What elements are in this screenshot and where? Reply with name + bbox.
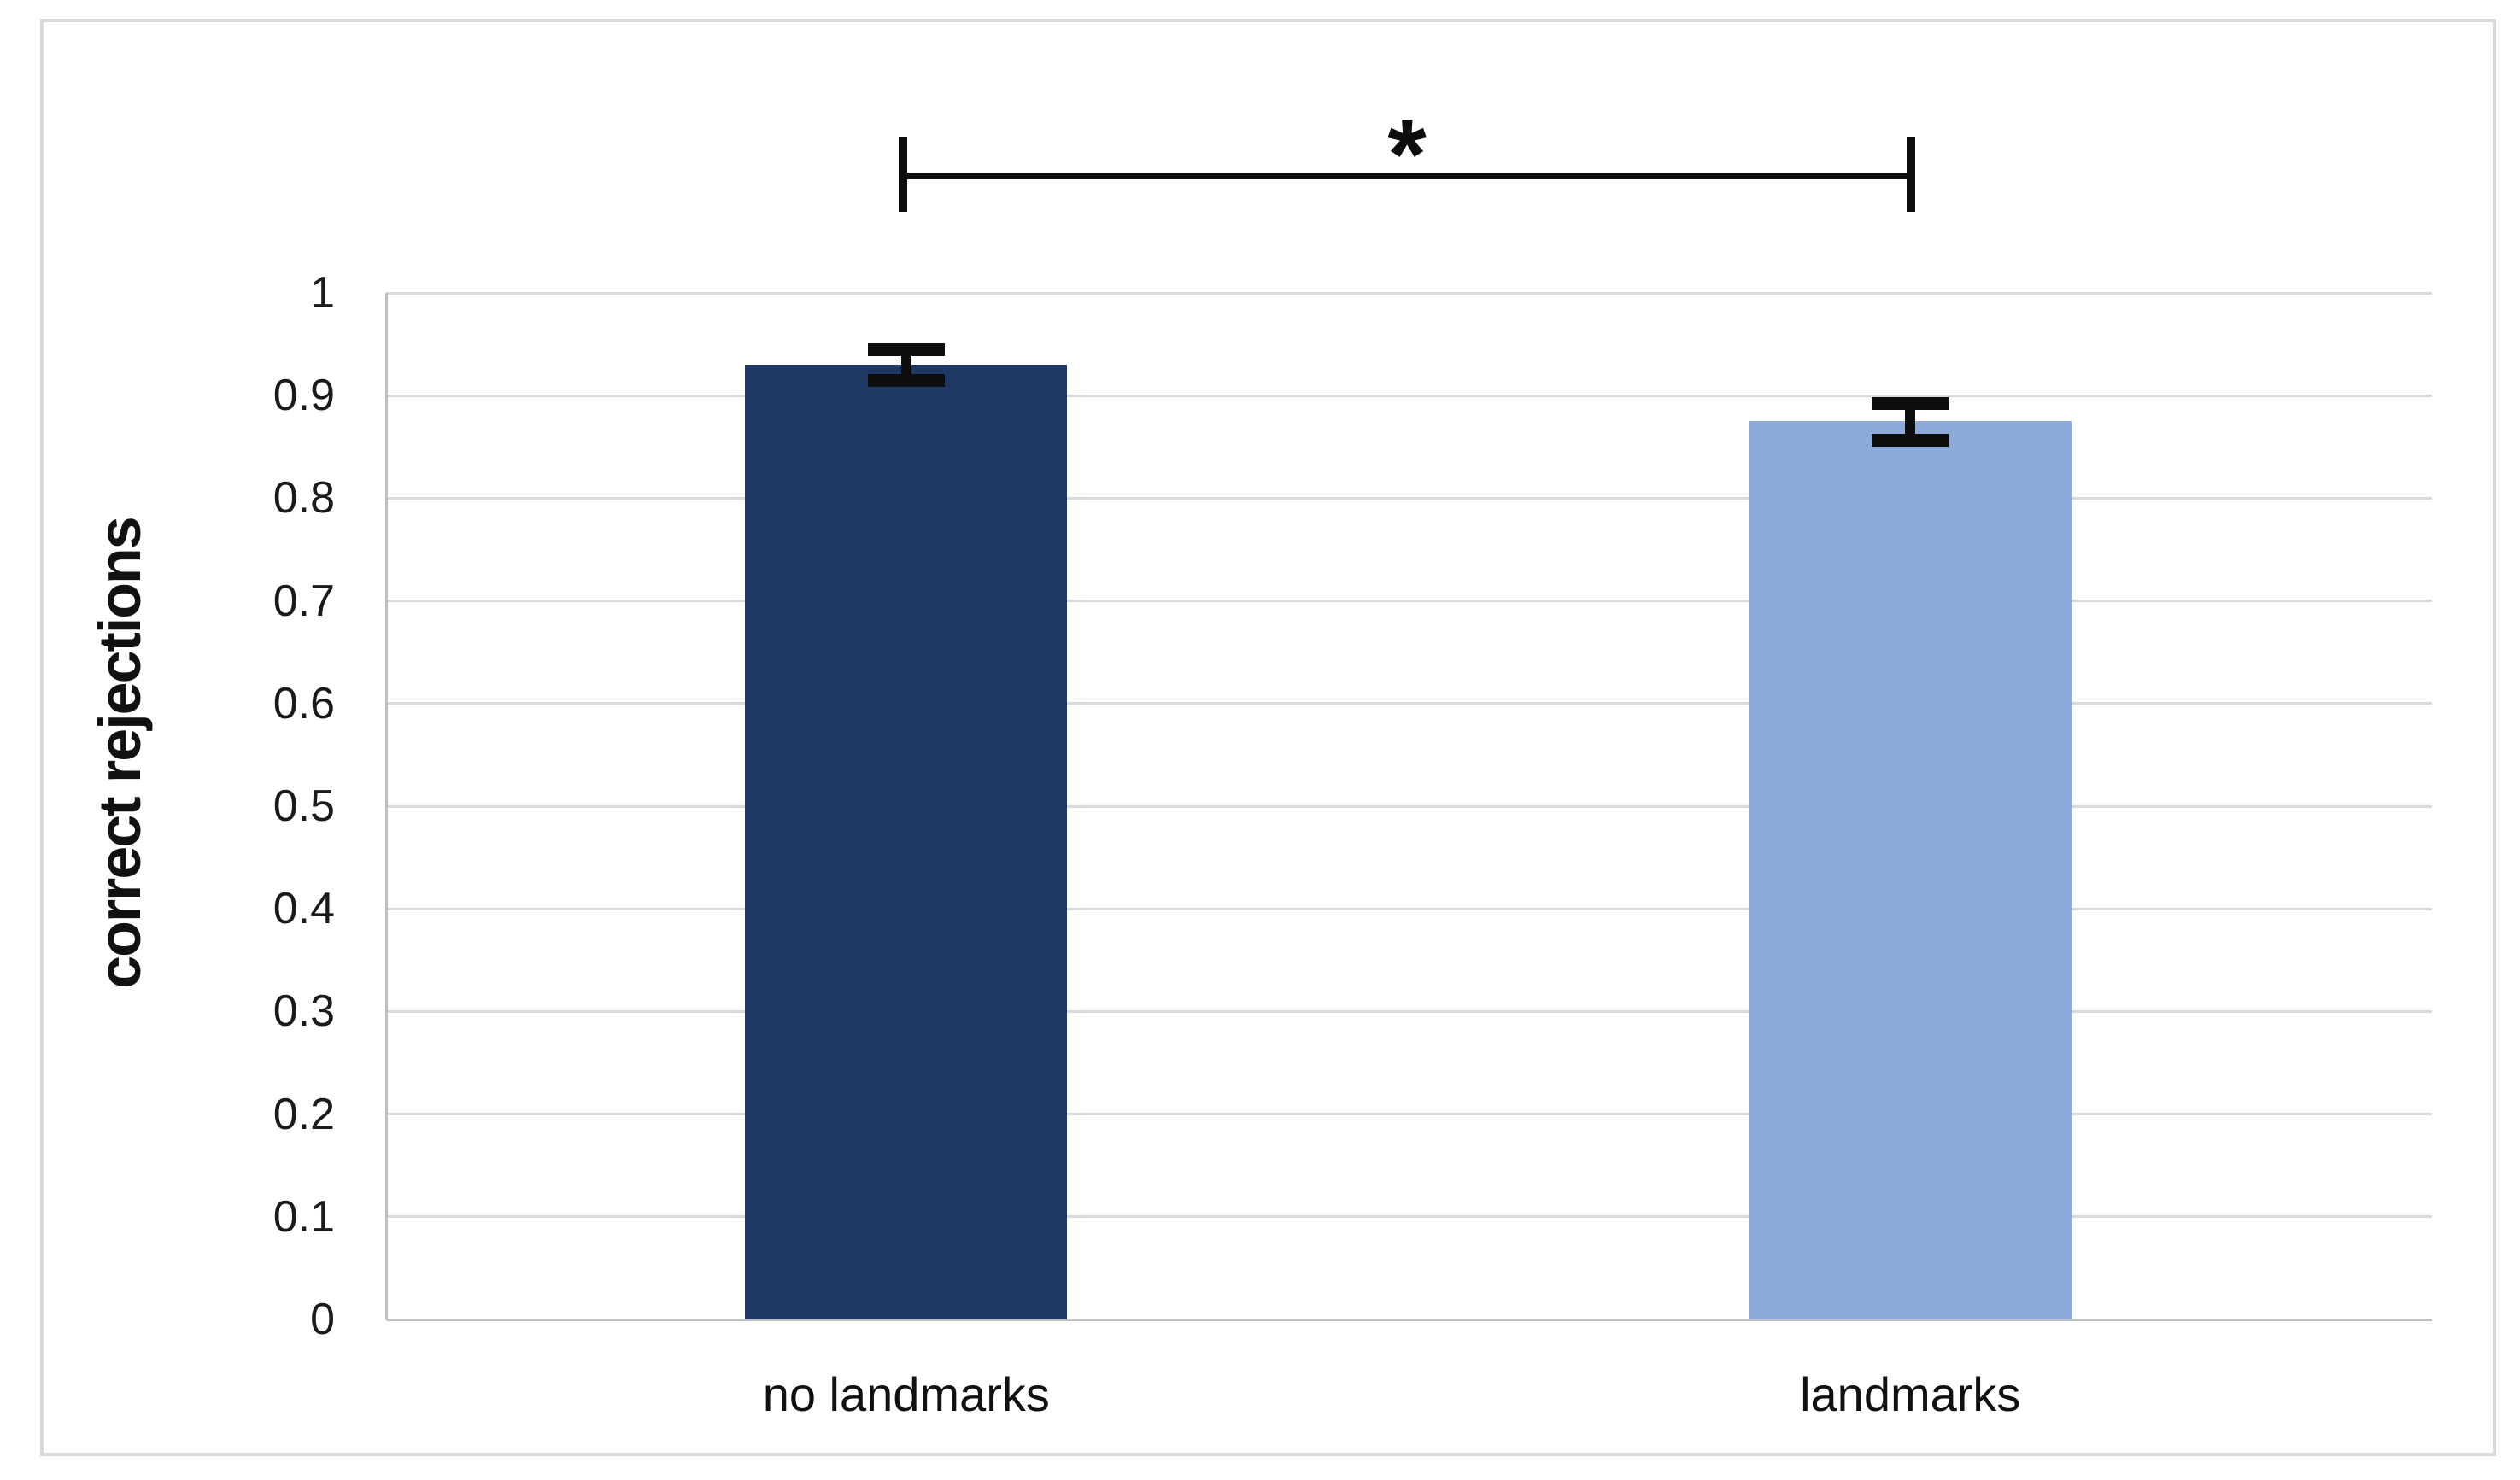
gridline <box>386 1113 2432 1116</box>
bracket-horizontal-line <box>898 173 1916 179</box>
bracket-left-cap <box>898 137 907 212</box>
y-axis-tick-label: 0 <box>310 1295 335 1344</box>
y-axis-tick-label: 0.6 <box>273 678 335 728</box>
error-bar-stem <box>1905 402 1916 440</box>
error-bar-stem <box>900 349 911 381</box>
gridline <box>386 907 2432 910</box>
y-axis-line <box>385 293 388 1319</box>
error-bar-cap-top <box>1872 396 1949 410</box>
bar-no-landmarks <box>745 365 1068 1319</box>
y-axis-tick-label: 0.3 <box>273 986 335 1037</box>
bar-landmarks <box>1749 421 2072 1319</box>
gridline <box>386 600 2432 603</box>
y-axis-tick-label: 0.9 <box>273 371 335 421</box>
gridline <box>386 1318 2432 1321</box>
significance-asterisk: * <box>1387 98 1427 211</box>
gridline <box>386 291 2432 295</box>
gridline <box>386 394 2432 397</box>
y-axis-tick-label: 0.7 <box>273 576 335 626</box>
gridline <box>386 1215 2432 1219</box>
y-axis-tick-label: 0.5 <box>273 781 335 831</box>
y-axis-tick-label: 0.1 <box>273 1191 335 1242</box>
gridline <box>386 804 2432 808</box>
error-bar-cap-bottom <box>867 374 945 388</box>
error-bar-cap-top <box>867 343 945 357</box>
y-axis-tick-label: 1 <box>310 268 335 318</box>
gridline <box>386 496 2432 500</box>
y-axis-tick-label: 0.2 <box>273 1089 335 1139</box>
gridline <box>386 1009 2432 1013</box>
x-axis-label-no-landmarks: no landmarks <box>762 1367 1050 1421</box>
plot-area <box>385 291 2432 1321</box>
x-axis-label-landmarks: landmarks <box>1800 1367 2021 1421</box>
gridline <box>386 702 2432 705</box>
y-axis-tick-label: 0.4 <box>273 884 335 934</box>
y-axis-tick-label: 0.8 <box>273 473 335 524</box>
error-bar-cap-bottom <box>1872 433 1949 447</box>
bracket-right-cap <box>1907 137 1916 212</box>
